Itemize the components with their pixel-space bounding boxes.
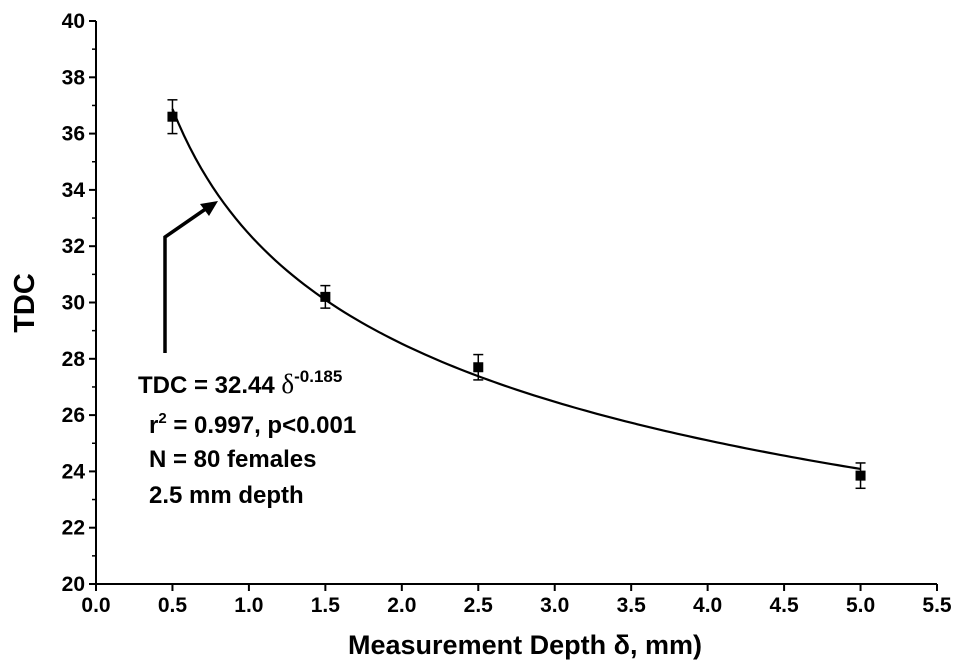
equation-prefix: TDC = 32.44 xyxy=(138,372,281,399)
fit-curve xyxy=(171,108,861,471)
equation-label: TDC = 32.44 δ-0.185 xyxy=(138,367,342,399)
data-point xyxy=(320,291,331,302)
y-tick-label: 34 xyxy=(62,179,86,202)
y-axis-ticks: 20 22 24 26 28 30 32 34 36 38 40 xyxy=(62,10,96,596)
r2-rest: = 0.997, p<0.001 xyxy=(167,412,356,439)
x-tick-label: 3.0 xyxy=(540,594,569,617)
annotation-arrowhead xyxy=(200,201,218,216)
r2-base: r xyxy=(149,412,158,439)
x-tick-label: 2.5 xyxy=(464,594,494,617)
r2-sup: 2 xyxy=(158,410,166,427)
x-tick-label: 0.0 xyxy=(81,594,110,617)
sample-size-label: N = 80 females xyxy=(149,446,316,473)
y-tick-label: 38 xyxy=(62,66,86,89)
x-tick-label: 3.5 xyxy=(617,594,647,617)
y-tick-label: 30 xyxy=(62,292,85,315)
y-tick-label: 28 xyxy=(62,348,86,371)
y-tick-label: 22 xyxy=(62,517,85,540)
x-tick-label: 2.0 xyxy=(387,594,416,617)
x-tick-label: 5.5 xyxy=(922,594,952,617)
y-tick-label: 36 xyxy=(62,123,85,146)
x-tick-label: 5.0 xyxy=(846,594,875,617)
equation-exponent: -0.185 xyxy=(294,367,342,386)
x-tick-label: 4.5 xyxy=(769,594,799,617)
y-tick-label: 20 xyxy=(62,573,85,596)
annotation-arrow xyxy=(163,206,208,353)
y-tick-label: 26 xyxy=(62,404,85,427)
r-squared-label: r2 = 0.997, p<0.001 xyxy=(149,410,356,439)
data-point xyxy=(473,362,484,373)
x-tick-label: 4.0 xyxy=(693,594,722,617)
equation-delta: δ xyxy=(281,369,294,399)
x-axis-ticks: 0.0 0.5 1.0 1.5 2.0 2.5 3.0 3.5 4.0 4.5 5.0 5.5 xyxy=(81,584,952,617)
x-tick-label: 1.0 xyxy=(234,594,263,617)
x-tick-label: 0.5 xyxy=(158,594,188,617)
x-axis-title: Measurement Depth δ, mm) xyxy=(348,630,702,660)
depth-label: 2.5 mm depth xyxy=(149,482,304,509)
data-point xyxy=(855,470,866,481)
x-tick-label: 1.5 xyxy=(311,594,341,617)
y-tick-label: 32 xyxy=(62,235,85,258)
y-axis-title: TDC xyxy=(9,273,41,333)
y-tick-label: 24 xyxy=(62,460,86,483)
data-points xyxy=(167,99,866,490)
y-tick-label: 40 xyxy=(62,10,85,33)
data-point xyxy=(167,111,178,122)
